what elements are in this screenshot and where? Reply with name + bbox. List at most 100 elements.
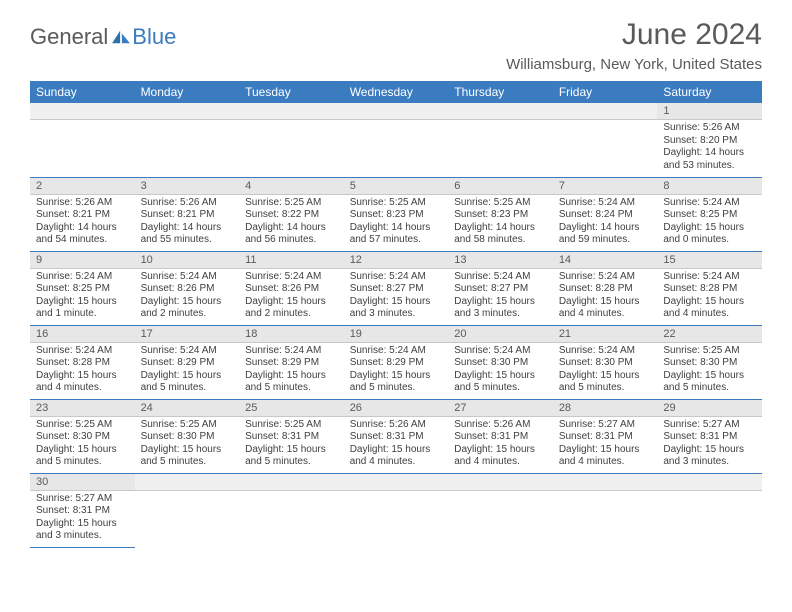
logo: General Blue <box>30 24 176 50</box>
calendar-cell <box>30 103 135 177</box>
sunset-text: Sunset: 8:31 PM <box>454 431 547 444</box>
calendar-cell <box>135 103 240 177</box>
sunset-text: Sunset: 8:21 PM <box>36 209 129 222</box>
calendar-cell: 8Sunrise: 5:24 AMSunset: 8:25 PMDaylight… <box>657 177 762 251</box>
sunset-text: Sunset: 8:31 PM <box>663 431 756 444</box>
weekday-header-row: SundayMondayTuesdayWednesdayThursdayFrid… <box>30 81 762 103</box>
calendar-cell: 26Sunrise: 5:26 AMSunset: 8:31 PMDayligh… <box>344 399 449 473</box>
sunset-text: Sunset: 8:26 PM <box>141 283 234 296</box>
sunrise-text: Sunrise: 5:24 AM <box>663 197 756 210</box>
sunset-text: Sunset: 8:25 PM <box>36 283 129 296</box>
calendar-row: 2Sunrise: 5:26 AMSunset: 8:21 PMDaylight… <box>30 177 762 251</box>
sunrise-text: Sunrise: 5:25 AM <box>454 197 547 210</box>
weekday-header: Monday <box>135 81 240 103</box>
month-title: June 2024 <box>506 18 762 52</box>
daylight-text: Daylight: 15 hours and 2 minutes. <box>245 296 338 321</box>
day-body: Sunrise: 5:27 AMSunset: 8:31 PMDaylight:… <box>553 417 658 472</box>
calendar-cell: 16Sunrise: 5:24 AMSunset: 8:28 PMDayligh… <box>30 325 135 399</box>
sunrise-text: Sunrise: 5:24 AM <box>559 197 652 210</box>
calendar-cell: 6Sunrise: 5:25 AMSunset: 8:23 PMDaylight… <box>448 177 553 251</box>
day-number: 28 <box>553 400 658 417</box>
daylight-text: Daylight: 15 hours and 0 minutes. <box>663 222 756 247</box>
calendar-cell <box>448 103 553 177</box>
day-number: 2 <box>30 178 135 195</box>
day-number: 24 <box>135 400 240 417</box>
day-body: Sunrise: 5:26 AMSunset: 8:21 PMDaylight:… <box>30 195 135 250</box>
sunset-text: Sunset: 8:21 PM <box>141 209 234 222</box>
day-body: Sunrise: 5:25 AMSunset: 8:23 PMDaylight:… <box>344 195 449 250</box>
sunrise-text: Sunrise: 5:25 AM <box>245 419 338 432</box>
sunset-text: Sunset: 8:29 PM <box>245 357 338 370</box>
sunset-text: Sunset: 8:30 PM <box>559 357 652 370</box>
sunrise-text: Sunrise: 5:26 AM <box>454 419 547 432</box>
sunrise-text: Sunrise: 5:24 AM <box>559 345 652 358</box>
calendar-cell: 9Sunrise: 5:24 AMSunset: 8:25 PMDaylight… <box>30 251 135 325</box>
day-number: 25 <box>239 400 344 417</box>
logo-sail-icon <box>110 29 132 45</box>
sunrise-text: Sunrise: 5:27 AM <box>559 419 652 432</box>
daylight-text: Daylight: 14 hours and 54 minutes. <box>36 222 129 247</box>
sunrise-text: Sunrise: 5:25 AM <box>245 197 338 210</box>
calendar-cell: 27Sunrise: 5:26 AMSunset: 8:31 PMDayligh… <box>448 399 553 473</box>
calendar-cell: 10Sunrise: 5:24 AMSunset: 8:26 PMDayligh… <box>135 251 240 325</box>
day-body: Sunrise: 5:24 AMSunset: 8:25 PMDaylight:… <box>657 195 762 250</box>
sunrise-text: Sunrise: 5:24 AM <box>454 345 547 358</box>
sunset-text: Sunset: 8:30 PM <box>36 431 129 444</box>
day-body: Sunrise: 5:25 AMSunset: 8:30 PMDaylight:… <box>135 417 240 472</box>
calendar-cell: 23Sunrise: 5:25 AMSunset: 8:30 PMDayligh… <box>30 399 135 473</box>
logo-text-blue: Blue <box>132 24 176 50</box>
daylight-text: Daylight: 14 hours and 56 minutes. <box>245 222 338 247</box>
day-body: Sunrise: 5:24 AMSunset: 8:29 PMDaylight:… <box>135 343 240 398</box>
sunset-text: Sunset: 8:30 PM <box>141 431 234 444</box>
day-number: 23 <box>30 400 135 417</box>
sunset-text: Sunset: 8:28 PM <box>559 283 652 296</box>
title-block: June 2024 Williamsburg, New York, United… <box>506 18 762 73</box>
calendar-body: 1Sunrise: 5:26 AMSunset: 8:20 PMDaylight… <box>30 103 762 547</box>
calendar-cell <box>135 473 240 547</box>
day-body: Sunrise: 5:24 AMSunset: 8:26 PMDaylight:… <box>135 269 240 324</box>
day-body: Sunrise: 5:24 AMSunset: 8:30 PMDaylight:… <box>553 343 658 398</box>
calendar-cell: 13Sunrise: 5:24 AMSunset: 8:27 PMDayligh… <box>448 251 553 325</box>
daylight-text: Daylight: 15 hours and 3 minutes. <box>350 296 443 321</box>
calendar-cell: 29Sunrise: 5:27 AMSunset: 8:31 PMDayligh… <box>657 399 762 473</box>
daylight-text: Daylight: 15 hours and 2 minutes. <box>141 296 234 321</box>
calendar-cell: 20Sunrise: 5:24 AMSunset: 8:30 PMDayligh… <box>448 325 553 399</box>
weekday-header: Tuesday <box>239 81 344 103</box>
day-number: 15 <box>657 252 762 269</box>
location-text: Williamsburg, New York, United States <box>506 56 762 73</box>
day-number: 1 <box>657 103 762 120</box>
daylight-text: Daylight: 15 hours and 3 minutes. <box>454 296 547 321</box>
sunrise-text: Sunrise: 5:24 AM <box>350 345 443 358</box>
day-number: 14 <box>553 252 658 269</box>
day-body: Sunrise: 5:24 AMSunset: 8:29 PMDaylight:… <box>344 343 449 398</box>
day-body: Sunrise: 5:25 AMSunset: 8:30 PMDaylight:… <box>657 343 762 398</box>
sunrise-text: Sunrise: 5:25 AM <box>663 345 756 358</box>
day-number: 10 <box>135 252 240 269</box>
sunrise-text: Sunrise: 5:24 AM <box>36 345 129 358</box>
calendar-cell: 4Sunrise: 5:25 AMSunset: 8:22 PMDaylight… <box>239 177 344 251</box>
calendar-cell <box>239 473 344 547</box>
sunrise-text: Sunrise: 5:24 AM <box>454 271 547 284</box>
daylight-text: Daylight: 15 hours and 3 minutes. <box>663 444 756 469</box>
calendar-cell <box>657 473 762 547</box>
sunset-text: Sunset: 8:28 PM <box>663 283 756 296</box>
sunrise-text: Sunrise: 5:24 AM <box>36 271 129 284</box>
sunset-text: Sunset: 8:27 PM <box>350 283 443 296</box>
calendar-cell: 14Sunrise: 5:24 AMSunset: 8:28 PMDayligh… <box>553 251 658 325</box>
daylight-text: Daylight: 15 hours and 3 minutes. <box>36 518 129 543</box>
calendar-row: 9Sunrise: 5:24 AMSunset: 8:25 PMDaylight… <box>30 251 762 325</box>
day-body: Sunrise: 5:25 AMSunset: 8:30 PMDaylight:… <box>30 417 135 472</box>
calendar-cell: 7Sunrise: 5:24 AMSunset: 8:24 PMDaylight… <box>553 177 658 251</box>
sunset-text: Sunset: 8:30 PM <box>454 357 547 370</box>
day-body: Sunrise: 5:24 AMSunset: 8:28 PMDaylight:… <box>553 269 658 324</box>
calendar-cell: 1Sunrise: 5:26 AMSunset: 8:20 PMDaylight… <box>657 103 762 177</box>
day-body: Sunrise: 5:24 AMSunset: 8:28 PMDaylight:… <box>657 269 762 324</box>
day-number: 11 <box>239 252 344 269</box>
calendar-cell <box>448 473 553 547</box>
day-body: Sunrise: 5:24 AMSunset: 8:29 PMDaylight:… <box>239 343 344 398</box>
calendar-cell: 19Sunrise: 5:24 AMSunset: 8:29 PMDayligh… <box>344 325 449 399</box>
day-number: 7 <box>553 178 658 195</box>
calendar-cell: 22Sunrise: 5:25 AMSunset: 8:30 PMDayligh… <box>657 325 762 399</box>
day-body: Sunrise: 5:26 AMSunset: 8:31 PMDaylight:… <box>448 417 553 472</box>
daylight-text: Daylight: 15 hours and 4 minutes. <box>559 444 652 469</box>
